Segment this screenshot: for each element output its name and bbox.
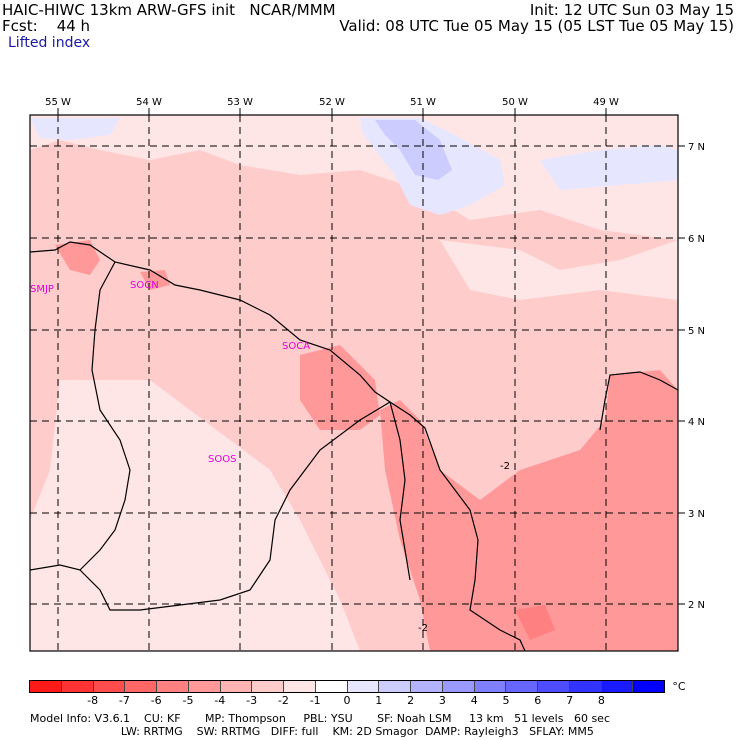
filled-field bbox=[30, 115, 678, 651]
init-time: Init: 12 UTC Sun 03 May 15 bbox=[529, 1, 734, 19]
lon-labels: 55 W 54 W 53 W 52 W 51 W 50 W 49 W bbox=[45, 97, 619, 108]
colorbar-tick-label: 5 bbox=[502, 694, 510, 707]
colorbar-swatch bbox=[315, 681, 348, 692]
colorbar-swatch bbox=[569, 681, 602, 692]
model-info-line1: Model Info: V3.6.1 CU: KF MP: Thompson P… bbox=[30, 712, 610, 725]
colorbar-swatch bbox=[601, 681, 634, 692]
lon-label: 54 W bbox=[136, 97, 162, 108]
contour-labels: -2 -2 bbox=[418, 461, 510, 634]
lat-label: 3 N bbox=[688, 509, 705, 520]
colorbar-swatch bbox=[93, 681, 126, 692]
station-label: SOCA bbox=[282, 341, 310, 352]
colorbar-swatch bbox=[347, 681, 380, 692]
lat-label: 6 N bbox=[688, 234, 705, 245]
colorbar-tick-label: 7 bbox=[566, 694, 574, 707]
colorbar-swatch bbox=[411, 681, 443, 692]
colorbar-tick-label: 4 bbox=[470, 694, 478, 707]
lat-label: 2 N bbox=[688, 600, 705, 611]
lon-label: 53 W bbox=[227, 97, 253, 108]
graticule bbox=[30, 115, 678, 651]
contour-label: -2 bbox=[500, 461, 510, 472]
field-name: Lifted index bbox=[8, 35, 91, 51]
map-frame bbox=[29, 114, 679, 652]
colorbar-swatch bbox=[538, 681, 570, 692]
model-info-line2: LW: RRTMG SW: RRTMG DIFF: full KM: 2D Sm… bbox=[30, 725, 594, 738]
colorbar-tick-label: 2 bbox=[407, 694, 415, 707]
field-zone-positive-nw bbox=[30, 118, 120, 140]
colorbar-swatch bbox=[633, 681, 664, 692]
field-zone-positive-2 bbox=[375, 120, 452, 180]
field-zone-minus2-nw bbox=[55, 240, 100, 275]
colorbar-tick-label: 8 bbox=[597, 694, 605, 707]
field-zone-minus2-coast bbox=[300, 345, 380, 430]
contour-label: -2 bbox=[418, 623, 428, 634]
contour-east bbox=[599, 371, 678, 431]
field-zone-minus2-socn bbox=[140, 270, 170, 290]
station-label: SOCN bbox=[130, 280, 159, 291]
lon-label: 52 W bbox=[319, 97, 345, 108]
field-zone-positive-ne bbox=[540, 145, 678, 190]
lon-label: 55 W bbox=[45, 97, 71, 108]
colorbar-unit: °C bbox=[672, 680, 686, 693]
colorbar-tick-label: -5 bbox=[182, 694, 194, 707]
colorbar-tick-label: 1 bbox=[375, 694, 383, 707]
lat-label: 4 N bbox=[688, 417, 705, 428]
lat-label: 7 N bbox=[688, 142, 705, 153]
valid-time: Valid: 08 UTC Tue 05 May 15 (05 LST Tue … bbox=[339, 17, 734, 35]
border-southern bbox=[79, 401, 391, 611]
colorbar-swatch bbox=[220, 681, 253, 692]
colorbar-tick-label: -7 bbox=[118, 694, 130, 707]
colorbar-swatch bbox=[442, 681, 475, 692]
colorbar-tick-label: 6 bbox=[534, 694, 542, 707]
colorbar-swatch bbox=[61, 681, 94, 692]
colorbar-tick-label: -3 bbox=[246, 694, 258, 707]
colorbar-swatch bbox=[252, 681, 284, 692]
colorbar-tick-label: -6 bbox=[150, 694, 162, 707]
colorbar-swatch bbox=[125, 681, 157, 692]
coastlines bbox=[30, 241, 678, 651]
lon-label: 49 W bbox=[593, 97, 619, 108]
field-zone-minus3 bbox=[515, 605, 555, 640]
colorbar bbox=[29, 680, 665, 693]
border-guiana-brazil bbox=[389, 401, 411, 581]
lon-label: 50 W bbox=[502, 97, 528, 108]
colorbar-swatch bbox=[157, 681, 189, 692]
station-label: SOOS bbox=[208, 454, 236, 465]
colorbar-tick-label: -1 bbox=[309, 694, 321, 707]
colorbar-swatch bbox=[506, 681, 538, 692]
model-title: HAIC-HIWC 13km ARW-GFS init NCAR/MMM bbox=[2, 1, 336, 19]
forecast-hour: Fcst: 44 h bbox=[2, 17, 91, 35]
colorbar-swatch bbox=[474, 681, 507, 692]
colorbar-labels: -8 -7 -6 -5 -4 -3 -2 -1 0 1 2 3 4 5 6 7 8 °C bbox=[29, 680, 689, 708]
lat-labels: 7 N 6 N 5 N 4 N 3 N 2 N bbox=[688, 142, 705, 611]
colorbar-tick-label: -2 bbox=[277, 694, 289, 707]
colorbar-swatch bbox=[30, 681, 62, 692]
colorbar-swatch bbox=[379, 681, 411, 692]
colorbar-tick-label: 3 bbox=[438, 694, 446, 707]
lifted-index-map: 55 W 54 W 53 W 52 W 51 W 50 W 49 W 7 N 6… bbox=[29, 97, 705, 652]
colorbar-tick-label: -8 bbox=[87, 694, 99, 707]
lat-label: 5 N bbox=[688, 326, 705, 337]
colorbar-tick-label: 0 bbox=[343, 694, 351, 707]
field-zone-minus2-east bbox=[380, 370, 678, 651]
colorbar-swatch bbox=[284, 681, 316, 692]
field-zone-inland-light bbox=[30, 380, 360, 651]
tick-marks bbox=[57, 108, 685, 605]
station-label: SMJP bbox=[30, 284, 54, 295]
field-zone-ocean-patch bbox=[440, 240, 678, 300]
colorbar-tick-label: -4 bbox=[214, 694, 226, 707]
colorbar-swatch bbox=[188, 681, 221, 692]
lon-label: 51 W bbox=[410, 97, 436, 108]
station-labels: SMJP SOCN SOCA SOOS bbox=[30, 280, 310, 465]
